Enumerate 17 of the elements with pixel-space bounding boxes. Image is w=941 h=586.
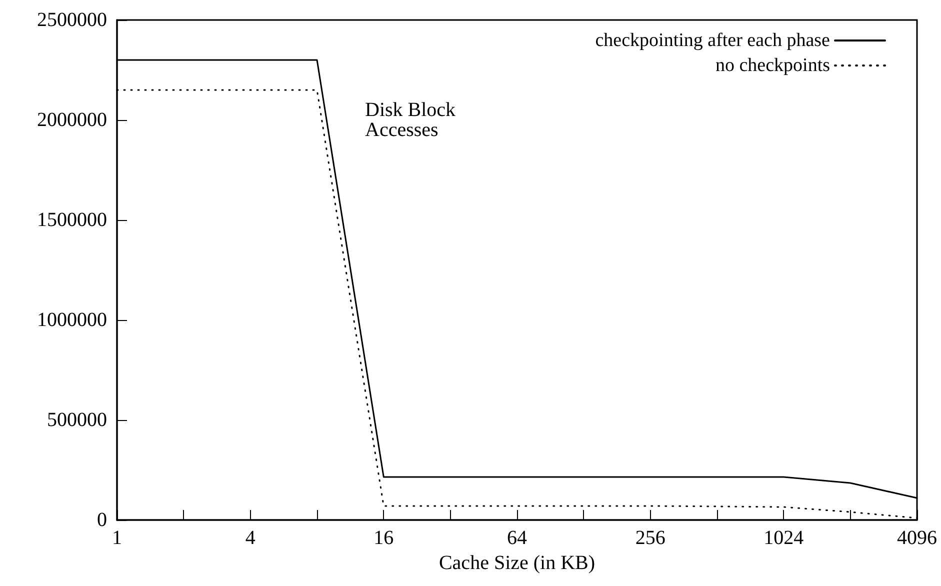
- x-tick-label: 16: [374, 527, 394, 549]
- y-tick-label: 500000: [47, 409, 107, 431]
- x-tick-label: 4: [245, 527, 256, 549]
- legend-label: checkpointing after each phase: [595, 30, 830, 51]
- y-tick-label: 2500000: [37, 9, 107, 31]
- x-tick-label: 1: [112, 527, 122, 549]
- y-tick-label: 2000000: [37, 109, 107, 131]
- x-tick-label: 1024: [764, 527, 804, 549]
- y-tick-label: 1500000: [37, 209, 107, 231]
- annotation: Disk Block Accesses: [365, 99, 461, 141]
- x-tick-label: 64: [507, 527, 527, 549]
- y-tick-label: 1000000: [37, 309, 107, 331]
- x-tick-label: 4096: [897, 527, 937, 549]
- x-tick-label: 256: [635, 527, 666, 549]
- x-axis-title: Cache Size (in KB): [438, 552, 596, 574]
- y-tick-label: 0: [97, 509, 107, 531]
- legend-label: no checkpoints: [715, 55, 830, 76]
